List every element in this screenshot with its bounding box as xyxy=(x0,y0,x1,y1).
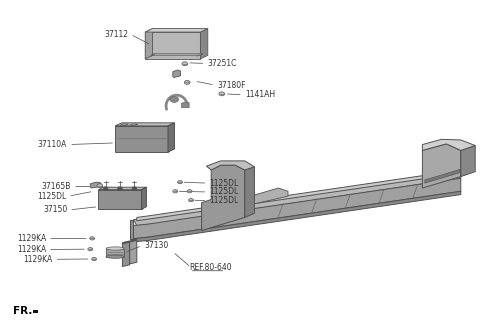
Polygon shape xyxy=(173,70,180,77)
Polygon shape xyxy=(461,146,475,177)
Polygon shape xyxy=(120,124,128,125)
Polygon shape xyxy=(168,123,175,152)
Polygon shape xyxy=(115,123,175,126)
Polygon shape xyxy=(181,102,189,108)
Circle shape xyxy=(170,96,179,102)
Polygon shape xyxy=(145,28,208,32)
Polygon shape xyxy=(145,28,153,59)
Ellipse shape xyxy=(106,255,124,258)
Text: REF.80-640: REF.80-640 xyxy=(190,263,232,272)
Text: 1129KA: 1129KA xyxy=(17,234,46,243)
Text: 1141AH: 1141AH xyxy=(245,90,275,99)
Text: 37180F: 37180F xyxy=(217,80,245,90)
Polygon shape xyxy=(115,126,168,152)
Polygon shape xyxy=(422,139,475,150)
Polygon shape xyxy=(206,161,254,170)
Circle shape xyxy=(182,62,188,66)
Polygon shape xyxy=(200,28,208,59)
Polygon shape xyxy=(133,178,461,239)
Circle shape xyxy=(92,257,96,261)
Polygon shape xyxy=(133,191,461,242)
Text: 37112: 37112 xyxy=(105,30,129,39)
Polygon shape xyxy=(245,188,288,206)
Circle shape xyxy=(90,237,95,240)
Circle shape xyxy=(132,187,137,190)
Ellipse shape xyxy=(106,247,124,250)
Text: 37110A: 37110A xyxy=(38,140,67,149)
Polygon shape xyxy=(151,54,203,55)
Polygon shape xyxy=(145,32,200,59)
Polygon shape xyxy=(98,190,142,209)
Polygon shape xyxy=(202,165,245,231)
Bar xyxy=(33,310,38,313)
Text: 37150: 37150 xyxy=(43,205,67,215)
Polygon shape xyxy=(425,169,460,183)
Text: 37130: 37130 xyxy=(144,241,168,250)
Text: 1125DL: 1125DL xyxy=(209,187,239,197)
Polygon shape xyxy=(90,182,102,188)
Circle shape xyxy=(189,198,193,202)
Polygon shape xyxy=(122,242,130,267)
Polygon shape xyxy=(137,170,461,221)
Polygon shape xyxy=(130,220,133,239)
Text: FR.: FR. xyxy=(13,306,33,316)
Text: 1129KA: 1129KA xyxy=(24,255,53,264)
Circle shape xyxy=(187,190,192,193)
Polygon shape xyxy=(130,124,138,125)
Polygon shape xyxy=(106,249,124,257)
Text: 37251C: 37251C xyxy=(207,59,237,68)
Circle shape xyxy=(103,187,108,190)
Circle shape xyxy=(219,92,225,96)
Polygon shape xyxy=(122,239,137,244)
Circle shape xyxy=(97,184,103,188)
Circle shape xyxy=(184,80,190,84)
Circle shape xyxy=(88,248,93,251)
Polygon shape xyxy=(422,144,461,188)
Polygon shape xyxy=(130,240,137,264)
Circle shape xyxy=(178,181,182,184)
Text: 1125DL: 1125DL xyxy=(209,196,239,205)
Polygon shape xyxy=(142,187,146,209)
Text: 1129KA: 1129KA xyxy=(17,245,46,254)
Text: 1125DL: 1125DL xyxy=(209,179,239,188)
Text: 37165B: 37165B xyxy=(42,182,71,191)
Text: 1125DL: 1125DL xyxy=(37,192,66,201)
Circle shape xyxy=(118,187,122,190)
Polygon shape xyxy=(245,167,254,217)
Polygon shape xyxy=(98,187,146,190)
Polygon shape xyxy=(133,172,461,226)
Circle shape xyxy=(173,190,178,193)
